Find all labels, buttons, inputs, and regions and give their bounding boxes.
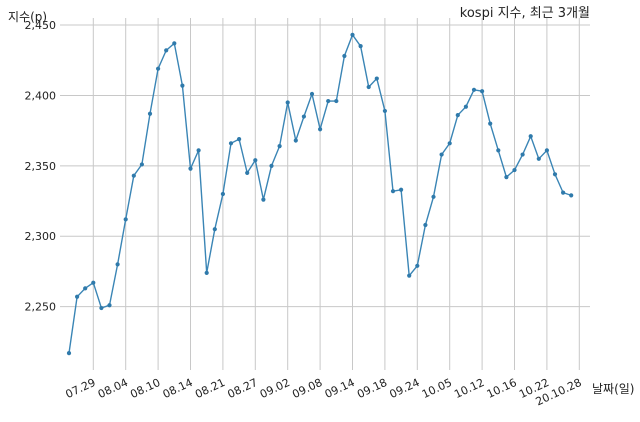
data-point bbox=[544, 148, 550, 153]
data-point bbox=[188, 166, 193, 171]
data-point bbox=[496, 148, 501, 153]
data-point bbox=[99, 305, 104, 311]
x-tick-label: 09.14 bbox=[323, 376, 357, 401]
data-point bbox=[269, 163, 274, 168]
y-tick-label: 2,450 bbox=[25, 19, 57, 32]
data-point bbox=[301, 114, 306, 119]
data-point bbox=[228, 141, 234, 146]
data-point bbox=[447, 141, 452, 146]
data-point bbox=[196, 148, 201, 153]
data-point bbox=[237, 136, 242, 142]
y-tick-label: 2,400 bbox=[25, 89, 57, 102]
data-point bbox=[164, 48, 169, 53]
data-point bbox=[180, 83, 185, 88]
x-tick-label: 10.16 bbox=[485, 376, 519, 401]
data-point bbox=[147, 111, 153, 116]
data-point bbox=[212, 227, 217, 232]
x-tick-label: 10.05 bbox=[420, 376, 454, 401]
data-point bbox=[423, 222, 428, 228]
data-point bbox=[285, 100, 290, 105]
x-tick-label: 09.08 bbox=[290, 376, 324, 401]
x-axis-title: 날짜(일) bbox=[592, 382, 634, 396]
data-point bbox=[350, 32, 355, 37]
x-tick-label: 08.21 bbox=[193, 376, 227, 401]
data-point bbox=[382, 108, 387, 114]
x-tick-label: 08.10 bbox=[128, 376, 162, 401]
data-point bbox=[326, 98, 331, 104]
data-point bbox=[366, 84, 371, 90]
data-point bbox=[156, 66, 161, 71]
x-tick-label: 08.14 bbox=[161, 376, 195, 401]
data-point bbox=[293, 138, 298, 143]
x-tick-label: 09.18 bbox=[355, 376, 389, 401]
data-point bbox=[172, 41, 177, 46]
data-point bbox=[309, 91, 315, 97]
y-axis-title: 지수(p) bbox=[8, 10, 47, 24]
data-point bbox=[504, 175, 509, 180]
data-point bbox=[83, 286, 88, 291]
data-point bbox=[552, 172, 558, 177]
data-point bbox=[342, 53, 347, 59]
data-point bbox=[439, 152, 444, 157]
data-point bbox=[358, 44, 363, 49]
data-point bbox=[107, 303, 112, 308]
data-point bbox=[520, 152, 525, 157]
x-tick-label: 09.02 bbox=[258, 376, 292, 401]
y-tick-label: 2,350 bbox=[25, 160, 57, 173]
data-point bbox=[220, 191, 225, 197]
x-tick-label: 08.27 bbox=[226, 376, 260, 401]
data-point bbox=[334, 98, 339, 104]
data-point bbox=[66, 351, 72, 356]
y-tick-label: 2,250 bbox=[25, 301, 57, 314]
data-point bbox=[390, 189, 396, 194]
data-point bbox=[431, 194, 436, 199]
data-point bbox=[480, 89, 485, 94]
data-point bbox=[488, 121, 493, 126]
data-point bbox=[374, 76, 379, 81]
data-point bbox=[528, 134, 533, 139]
data-point bbox=[123, 217, 128, 222]
x-tick-label: 07.29 bbox=[64, 376, 98, 401]
y-tick-label: 2,300 bbox=[25, 230, 57, 243]
data-point bbox=[318, 127, 323, 132]
data-point bbox=[471, 87, 477, 92]
data-point bbox=[512, 167, 517, 173]
chart-title: kospi 지수, 최근 3개월 bbox=[460, 6, 590, 21]
grid bbox=[60, 18, 590, 370]
data-point bbox=[415, 263, 420, 268]
x-tick-label: 10.12 bbox=[452, 376, 486, 401]
data-point bbox=[245, 170, 250, 175]
data-point bbox=[407, 273, 412, 278]
data-point bbox=[536, 156, 541, 161]
data-point bbox=[455, 113, 460, 118]
data-point bbox=[569, 193, 574, 198]
data-point bbox=[75, 294, 80, 299]
data-point bbox=[561, 190, 566, 195]
data-point bbox=[139, 162, 144, 167]
data-point bbox=[204, 270, 209, 275]
data-point bbox=[131, 173, 136, 178]
data-point bbox=[261, 197, 266, 202]
data-point bbox=[115, 262, 120, 267]
data-point bbox=[399, 187, 404, 192]
data-point bbox=[91, 280, 96, 285]
x-tick-label: 09.24 bbox=[388, 376, 422, 401]
data-point bbox=[463, 104, 468, 109]
tick-labels: 2,250 2,300 2,350 2,400 2,450 07.2908.0408.10… bbox=[25, 19, 584, 408]
data-point bbox=[277, 144, 282, 149]
x-tick-label: 08.04 bbox=[96, 376, 130, 401]
data-point bbox=[253, 158, 258, 163]
series bbox=[66, 32, 574, 356]
